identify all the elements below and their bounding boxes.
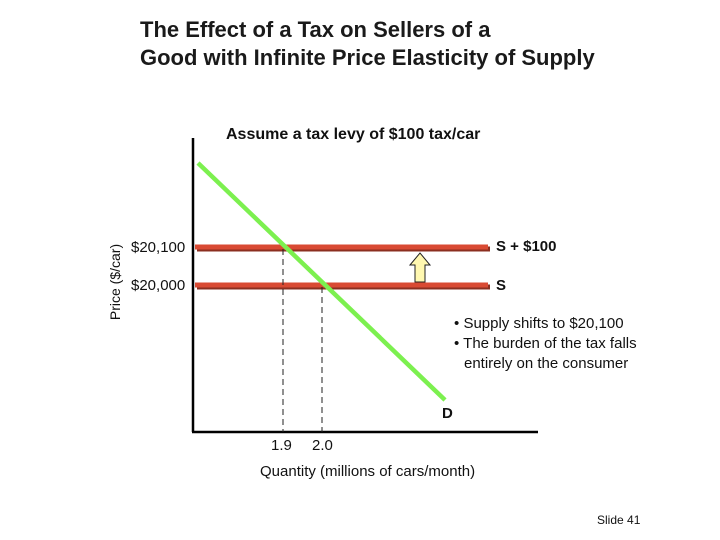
slide-number: Slide 41: [597, 513, 641, 527]
demand-line: [196, 161, 447, 402]
note-item: • Supply shifts to $20,100: [454, 315, 624, 332]
supply-after-tax-label: S + $100: [496, 238, 557, 255]
demand-label: D: [442, 405, 453, 422]
title-line-1: The Effect of a Tax on Sellers of a: [140, 17, 491, 42]
slide-title: The Effect of a Tax on Sellers of a Good…: [140, 16, 700, 72]
explanation-notes: • Supply shifts to $20,100 • The burden …: [454, 314, 637, 374]
note-item: • The burden of the tax falls: [454, 335, 637, 352]
price-tick-20000: $20,000: [131, 277, 186, 294]
bullet-icon: •: [454, 335, 460, 352]
bullet-icon: •: [454, 315, 460, 332]
quantity-tick-2-0: 2.0: [312, 437, 333, 454]
quantity-tick-1-9: 1.9: [271, 437, 292, 454]
tax-assumption: Assume a tax levy of $100 tax/car: [226, 126, 481, 143]
price-tick-20100: $20,100: [131, 239, 186, 256]
y-axis-label: Price ($/car): [107, 243, 123, 321]
title-line-2: Good with Infinite Price Elasticity of S…: [140, 45, 595, 70]
shift-arrow: [408, 252, 432, 283]
note-item-continued: entirely on the consumer: [464, 355, 629, 372]
x-axis-label: Quantity (millions of cars/month): [260, 463, 476, 480]
supply-label: S: [496, 277, 507, 294]
